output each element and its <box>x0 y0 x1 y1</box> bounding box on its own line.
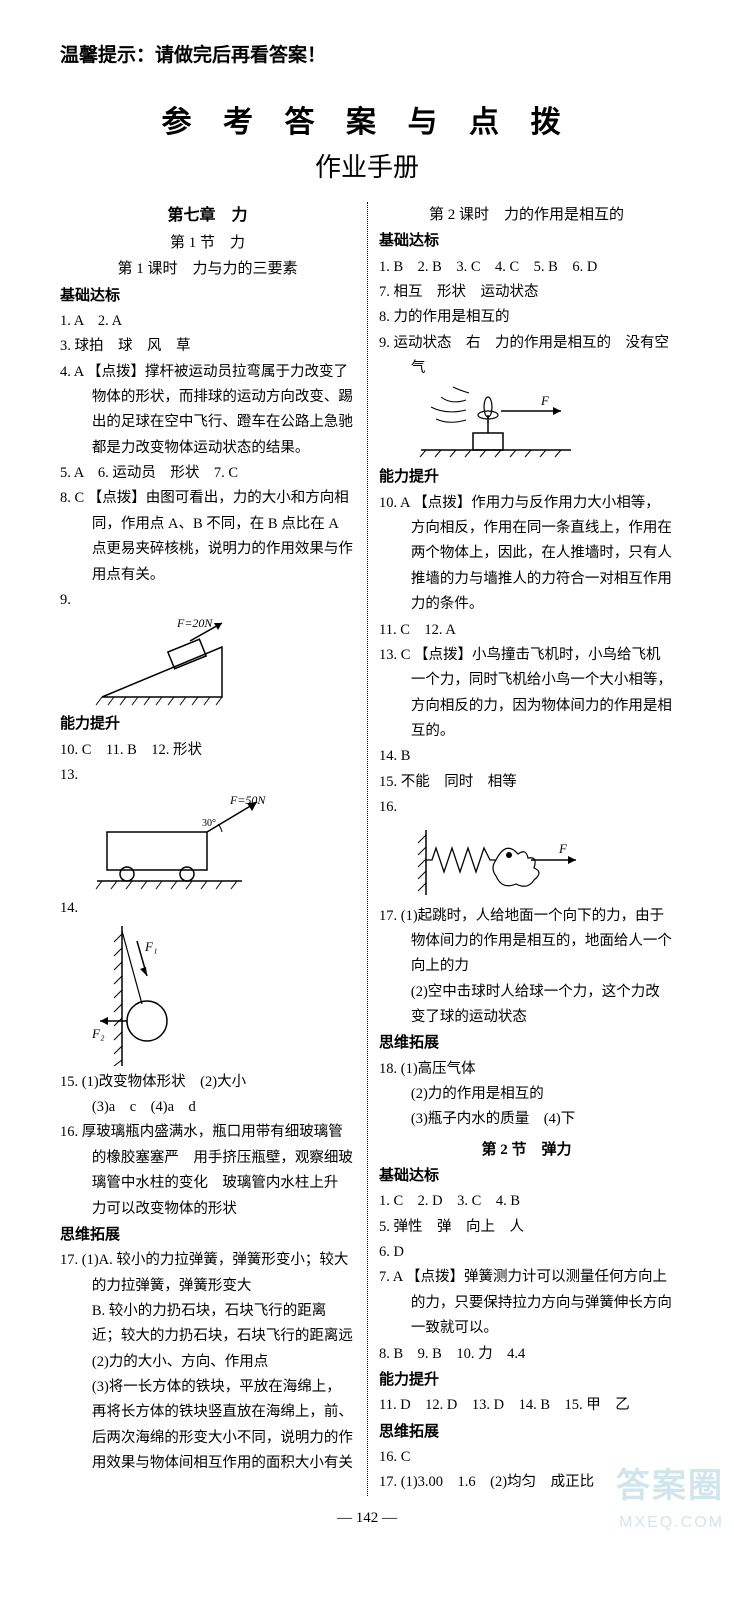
ext-heading: 思维拓展 <box>60 1222 355 1248</box>
chapter-heading: 第七章 力 <box>60 202 355 230</box>
sub-title: 作业手册 <box>60 147 674 184</box>
answer-line: 8. 力的作用是相互的 <box>379 305 674 330</box>
section2-heading: 第 2 节 弹力 <box>379 1137 674 1163</box>
fig9-label: F=20N <box>176 617 213 630</box>
ext-heading: 思维拓展 <box>379 1030 674 1056</box>
answer-line: 1. B 2. B 3. C 4. C 5. B 6. D <box>379 255 674 280</box>
basic-heading: 基础达标 <box>379 1163 674 1189</box>
hint-text: 温馨提示：请做完后再看答案！ <box>60 40 674 67</box>
ability-heading: 能力提升 <box>379 464 674 490</box>
fig-fan-label: F <box>540 393 550 408</box>
answer-line: 16. <box>379 795 674 820</box>
answer-line: 9. <box>60 588 355 613</box>
answer-line: (2)空中击球时人给球一个力，这个力改变了球的运动状态 <box>379 980 674 1031</box>
answer-line: 6. D <box>379 1240 674 1265</box>
answer-line: 10. A 【点拨】作用力与反作用力大小相等，方向相反，作用在同一条直线上，作用… <box>379 491 674 618</box>
answer-line: 13. C 【点拨】小鸟撞击飞机时，小鸟给飞机一个力，同时飞机给小鸟一个大小相等… <box>379 643 674 745</box>
basic-heading: 基础达标 <box>60 283 355 309</box>
fig13-label: F=50N <box>229 793 266 807</box>
answer-line: 5. 弹性 弹 向上 人 <box>379 1215 674 1240</box>
answer-line: 11. D 12. D 13. D 14. B 15. 甲 乙 <box>379 1393 674 1418</box>
figure-14-wall-ball: F₁ F₂ <box>60 926 355 1066</box>
answer-line: 18. (1)高压气体 <box>379 1057 674 1082</box>
answer-line: 15. 不能 同时 相等 <box>379 770 674 795</box>
fig13-angle: 30° <box>202 818 216 829</box>
answer-line: 7. A 【点拨】弹簧测力计可以测量任何方向上的力，只要保持拉力方向与弹簧伸长方… <box>379 1265 674 1341</box>
page-number: — 142 — <box>60 1510 674 1527</box>
answer-line: 14. <box>60 896 355 921</box>
answer-line: 13. <box>60 763 355 788</box>
answer-line: 11. C 12. A <box>379 618 674 643</box>
ability-heading: 能力提升 <box>60 711 355 737</box>
figure-spring-hand: F <box>379 825 674 900</box>
answer-line: 8. C 【点拨】由图可看出，力的大小和方向相同，作用点 A、B 不同，在 B … <box>60 486 355 588</box>
answer-line: (2)力的大小、方向、作用点 <box>60 1350 355 1375</box>
watermark-sub: MXEQ.COM <box>619 1514 724 1532</box>
fig14-f1: F₁ <box>144 939 157 954</box>
main-title: 参 考 答 案 与 点 拨 <box>60 97 674 141</box>
answer-line: 10. C 11. B 12. 形状 <box>60 738 355 763</box>
answer-line: 17. (1)起跳时，人给地面一个向下的力，由于物体间力的作用是相互的，地面给人… <box>379 904 674 980</box>
answer-line: 8. B 9. B 10. 力 4.4 <box>379 1342 674 1367</box>
answer-line: 1. C 2. D 3. C 4. B <box>379 1189 674 1214</box>
answer-line: 14. B <box>379 744 674 769</box>
figure-fan: F <box>379 385 674 460</box>
lesson2-heading: 第 2 课时 力的作用是相互的 <box>379 202 674 228</box>
ability-heading: 能力提升 <box>379 1367 674 1393</box>
answer-line: 15. (1)改变物体形状 (2)大小 <box>60 1070 355 1095</box>
answer-line: 16. 厚玻璃瓶内盛满水，瓶口用带有细玻璃管的橡胶塞塞严 用手挤压瓶壁，观察细玻… <box>60 1120 355 1222</box>
answer-line: (3)a c (4)a d <box>60 1095 355 1120</box>
figure-9-incline: F=20N <box>60 617 355 707</box>
watermark: 答案圈 <box>616 1458 724 1507</box>
fig-spring-label: F <box>558 841 568 856</box>
answer-line: 17. (1)A. 较小的力拉弹簧，弹簧形变小；较大的力拉弹簧，弹簧形变大 <box>60 1248 355 1299</box>
answer-line: 9. 运动状态 右 力的作用是相互的 没有空气 <box>379 331 674 382</box>
answer-line: (2)力的作用是相互的 <box>379 1082 674 1107</box>
right-column: 第 2 课时 力的作用是相互的 基础达标 1. B 2. B 3. C 4. C… <box>367 202 674 1496</box>
fig14-f2: F₂ <box>92 1026 105 1041</box>
ext-heading: 思维拓展 <box>379 1419 674 1445</box>
lesson-heading: 第 1 课时 力与力的三要素 <box>60 256 355 282</box>
answer-line: B. 较小的力扔石块，石块飞行的距离近；较大的力扔石块，石块飞行的距离远 <box>60 1299 355 1350</box>
figure-13-cart: 30° F=50N <box>60 792 355 892</box>
answer-line: (3)将一长方体的铁块，平放在海绵上，再将长方体的铁块竖直放在海绵上，前、后两次… <box>60 1375 355 1477</box>
answer-line: (3)瓶子内水的质量 (4)下 <box>379 1107 674 1132</box>
section-heading: 第 1 节 力 <box>60 230 355 256</box>
column-divider <box>367 202 368 1496</box>
content-columns: 第七章 力 第 1 节 力 第 1 课时 力与力的三要素 基础达标 1. A 2… <box>60 202 674 1496</box>
answer-line: 3. 球拍 球 风 草 <box>60 334 355 359</box>
answer-line: 1. A 2. A <box>60 309 355 334</box>
answer-line: 5. A 6. 运动员 形状 7. C <box>60 461 355 486</box>
basic-heading: 基础达标 <box>379 228 674 254</box>
left-column: 第七章 力 第 1 节 力 第 1 课时 力与力的三要素 基础达标 1. A 2… <box>60 202 367 1496</box>
answer-line: 7. 相互 形状 运动状态 <box>379 280 674 305</box>
answer-line: 4. A 【点拨】撑杆被运动员拉弯属于力改变了物体的形状，而排球的运动方向改变、… <box>60 360 355 462</box>
